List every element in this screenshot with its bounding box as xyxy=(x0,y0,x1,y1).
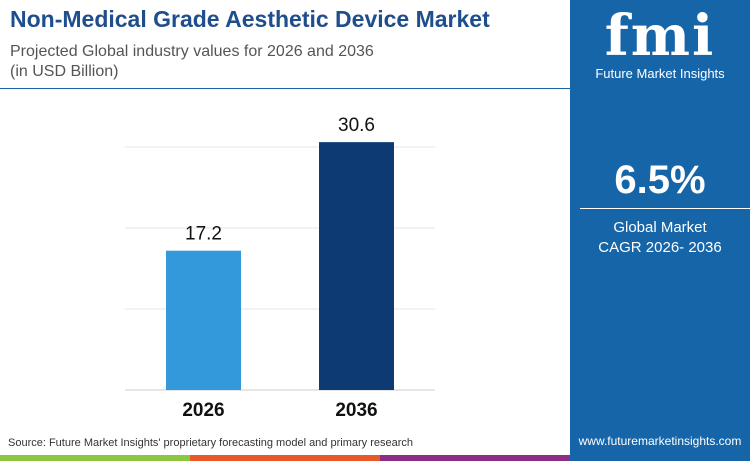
bar-2036 xyxy=(319,142,394,390)
x-tick-label: 2036 xyxy=(335,400,377,421)
logo-caption: Future Market Insights xyxy=(595,66,725,81)
cagr-divider xyxy=(580,208,750,209)
cagr-value: 6.5% xyxy=(614,158,706,202)
bar-chart: 17.2 2026 30.6 2036 xyxy=(125,115,435,421)
cagr-label: Global Market CAGR 2026- 2036 xyxy=(570,218,750,258)
color-strip-orange xyxy=(190,455,380,461)
chart-subtitle: Projected Global industry values for 202… xyxy=(10,42,374,82)
subtitle-unit: (in USD Billion) xyxy=(10,63,119,80)
source-note: Source: Future Market Insights' propriet… xyxy=(8,437,413,449)
website-link[interactable]: www.futuremarketinsights.com xyxy=(578,434,742,448)
side-panel: fmi Future Market Insights 6.5% Global M… xyxy=(570,0,750,461)
fmi-logo: fmi xyxy=(604,3,716,69)
cagr-label-line: Global Market xyxy=(613,219,707,236)
chart-title: Non-Medical Grade Aesthetic Device Marke… xyxy=(10,6,490,32)
x-tick-label: 2026 xyxy=(182,400,224,421)
data-label: 30.6 xyxy=(338,115,375,136)
color-strip-purple xyxy=(380,455,570,461)
header-divider xyxy=(0,88,570,89)
bar-2026 xyxy=(166,250,241,390)
subtitle-line: Projected Global industry values for 202… xyxy=(10,43,374,60)
data-label: 17.2 xyxy=(185,224,222,245)
color-strip-green xyxy=(0,455,190,461)
cagr-period: CAGR 2026- 2036 xyxy=(598,239,722,256)
